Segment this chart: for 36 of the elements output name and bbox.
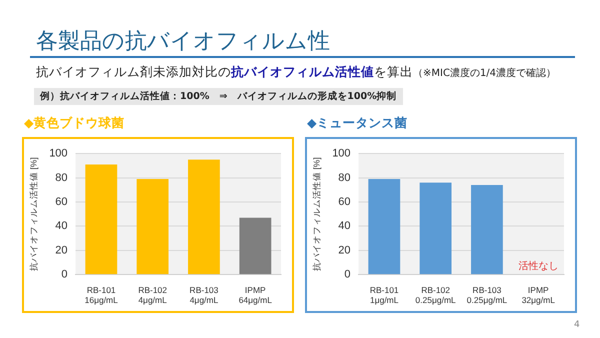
text: 例）抗バイオフィルム活性値：100% ⇒ バイオフィルムの形成を100%抑制 — [34, 88, 403, 105]
bar — [239, 218, 272, 274]
bar — [85, 164, 118, 274]
annotation: 活性なし — [518, 260, 558, 272]
chart-title: ◆ミュータンス菌 — [307, 115, 408, 132]
x-tick-label: RB-102 0.25μg/mL — [415, 285, 456, 306]
y-axis-title: 抗バイオフィルム活性値 [%] — [28, 157, 38, 271]
x-tick-label: IPMP 32μg/mL — [522, 285, 556, 306]
y-tick-label: 20 — [55, 244, 68, 256]
y-tick-label: 20 — [338, 244, 351, 256]
y-tick-label: 60 — [55, 196, 68, 208]
x-tick-label: RB-103 0.25μg/mL — [466, 285, 508, 306]
bar — [188, 160, 220, 274]
text: 抗バイオフィルム活性値 — [231, 64, 374, 79]
text: （※MIC濃度の1/4濃度で確認） — [413, 68, 556, 79]
y-axis-title: 抗バイオフィルム活性値 [%] — [311, 157, 322, 271]
x-tick-label: RB-103 4μg/mL — [190, 285, 219, 306]
x-tick-label: RB-102 4μg/mL — [138, 285, 168, 306]
y-tick-label: 40 — [55, 220, 68, 232]
y-tick-label: 80 — [55, 172, 68, 184]
text: 抗バイオフィルム剤未添加対比の — [36, 64, 231, 79]
text: 4 — [574, 320, 580, 330]
x-tick-label: IPMP 64μg/mL — [238, 285, 272, 306]
chart-title: ◆黄色ブドウ球菌 — [24, 115, 125, 132]
y-tick-label: 80 — [338, 172, 351, 184]
text: を算出 — [374, 64, 413, 79]
y-tick-label: 100 — [49, 148, 68, 160]
bar — [136, 179, 169, 274]
y-tick-label: 60 — [338, 196, 351, 208]
y-tick-label: 100 — [332, 148, 351, 160]
y-tick-label: 0 — [61, 268, 68, 281]
y-tick-label: 0 — [344, 268, 351, 281]
x-tick-label: RB-101 16μg/mL — [84, 285, 118, 306]
y-tick-label: 40 — [338, 220, 351, 232]
text: 各製品の抗バイオフィルム性 — [36, 28, 330, 56]
x-tick-label: RB-101 1μg/mL — [370, 285, 399, 306]
